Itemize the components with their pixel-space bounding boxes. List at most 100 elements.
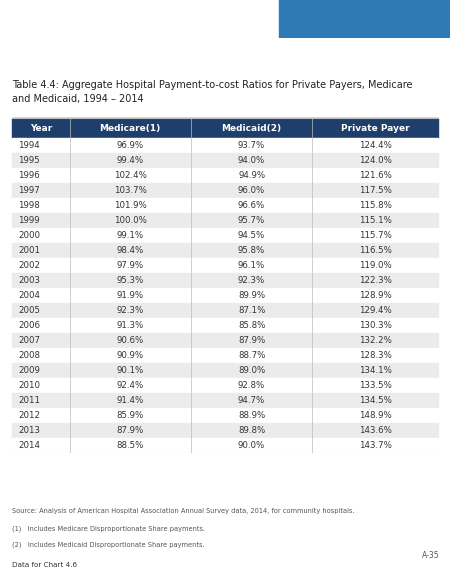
Text: 1994: 1994: [18, 141, 40, 150]
Text: 2010: 2010: [18, 381, 40, 390]
Text: 128.9%: 128.9%: [359, 291, 392, 300]
Bar: [12, 213, 69, 228]
Bar: [312, 393, 438, 408]
Bar: [12, 333, 69, 348]
Bar: [312, 378, 438, 393]
Text: 95.8%: 95.8%: [238, 246, 265, 255]
Text: 2004: 2004: [18, 291, 40, 300]
Bar: [312, 243, 438, 258]
Bar: [12, 393, 69, 408]
Text: 88.9%: 88.9%: [238, 411, 265, 420]
Text: 2013: 2013: [18, 426, 40, 435]
Bar: [312, 348, 438, 363]
Text: 121.6%: 121.6%: [359, 171, 392, 180]
Bar: [69, 318, 191, 333]
Bar: [312, 423, 438, 438]
Text: 96.6%: 96.6%: [238, 201, 265, 210]
Bar: [312, 363, 438, 378]
Bar: [191, 363, 312, 378]
Bar: [69, 183, 191, 198]
Text: 148.9%: 148.9%: [359, 411, 392, 420]
Bar: [69, 118, 191, 138]
Text: A-35: A-35: [423, 551, 440, 559]
Bar: [191, 138, 312, 153]
Bar: [312, 273, 438, 288]
Text: 128.3%: 128.3%: [359, 351, 392, 360]
Text: 2001: 2001: [18, 246, 40, 255]
Text: 99.4%: 99.4%: [117, 156, 144, 165]
Text: Medicare(1): Medicare(1): [99, 123, 161, 133]
Bar: [312, 153, 438, 168]
Bar: [12, 423, 69, 438]
Bar: [191, 303, 312, 318]
Bar: [191, 198, 312, 213]
Text: 2009: 2009: [18, 366, 40, 375]
Text: 90.9%: 90.9%: [117, 351, 144, 360]
Bar: [191, 153, 312, 168]
Text: 90.1%: 90.1%: [117, 366, 144, 375]
Text: 1997: 1997: [18, 186, 40, 195]
Text: Supplementary Data Tables, Trends in Hospital Financing: Supplementary Data Tables, Trends in Hos…: [5, 22, 204, 27]
Bar: [191, 318, 312, 333]
Bar: [12, 228, 69, 243]
Bar: [191, 183, 312, 198]
Bar: [69, 138, 191, 153]
Bar: [312, 333, 438, 348]
Text: 124.4%: 124.4%: [359, 141, 392, 150]
Text: 100.0%: 100.0%: [114, 216, 147, 225]
Bar: [69, 378, 191, 393]
Text: 92.3%: 92.3%: [117, 306, 144, 315]
Text: 92.4%: 92.4%: [117, 381, 144, 390]
Bar: [12, 378, 69, 393]
Text: 134.1%: 134.1%: [359, 366, 392, 375]
Bar: [12, 153, 69, 168]
Bar: [312, 258, 438, 273]
Text: 92.8%: 92.8%: [238, 381, 265, 390]
Text: 93.7%: 93.7%: [238, 141, 265, 150]
Bar: [69, 348, 191, 363]
Bar: [279, 0, 450, 38]
Bar: [191, 273, 312, 288]
Text: 130.3%: 130.3%: [359, 321, 392, 330]
Text: 90.0%: 90.0%: [238, 441, 265, 450]
Text: 2011: 2011: [18, 396, 40, 405]
Text: 132.2%: 132.2%: [359, 336, 392, 345]
Bar: [69, 213, 191, 228]
Text: 2003: 2003: [18, 276, 40, 285]
Bar: [12, 408, 69, 423]
Text: 91.4%: 91.4%: [117, 396, 144, 405]
Text: 97.9%: 97.9%: [117, 261, 144, 270]
Text: 103.7%: 103.7%: [114, 186, 147, 195]
Bar: [312, 288, 438, 303]
Bar: [12, 243, 69, 258]
Text: 101.9%: 101.9%: [114, 201, 147, 210]
Bar: [12, 118, 69, 138]
Bar: [312, 183, 438, 198]
Bar: [12, 303, 69, 318]
Bar: [191, 288, 312, 303]
Text: 129.4%: 129.4%: [359, 306, 392, 315]
Text: 2012: 2012: [18, 411, 40, 420]
Text: 2002: 2002: [18, 261, 40, 270]
Text: 94.5%: 94.5%: [238, 231, 265, 240]
Text: 119.0%: 119.0%: [359, 261, 392, 270]
Text: Private Payer: Private Payer: [341, 123, 410, 133]
Bar: [69, 288, 191, 303]
Text: 1999: 1999: [18, 216, 40, 225]
Bar: [312, 438, 438, 453]
Bar: [312, 168, 438, 183]
Text: (1)   Includes Medicare Disproportionate Share payments.: (1) Includes Medicare Disproportionate S…: [12, 526, 205, 532]
Bar: [12, 138, 69, 153]
Text: 94.0%: 94.0%: [238, 156, 265, 165]
Text: TRENDWATCH CHARTBOOK 2016: TRENDWATCH CHARTBOOK 2016: [5, 10, 152, 20]
Text: 88.7%: 88.7%: [238, 351, 266, 360]
Bar: [191, 348, 312, 363]
Text: 90.6%: 90.6%: [117, 336, 144, 345]
Text: 1998: 1998: [18, 201, 40, 210]
Bar: [12, 438, 69, 453]
Bar: [12, 318, 69, 333]
Bar: [69, 438, 191, 453]
Bar: [191, 378, 312, 393]
Text: (2)   Includes Medicaid Disproportionate Share payments.: (2) Includes Medicaid Disproportionate S…: [12, 542, 205, 548]
Text: 85.8%: 85.8%: [238, 321, 266, 330]
